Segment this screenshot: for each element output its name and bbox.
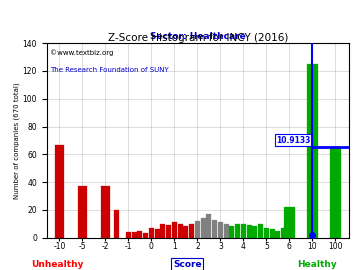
Bar [212,220,217,238]
Bar [126,232,131,238]
Title: Z-Score Histogram for INCY (2016): Z-Score Histogram for INCY (2016) [108,33,288,43]
Bar [101,186,110,238]
Bar [201,218,206,238]
Bar [132,232,137,238]
Bar [247,225,252,238]
Bar [138,231,143,238]
Bar [252,227,257,238]
Bar [155,229,160,238]
Text: Score: Score [173,260,202,269]
Bar [224,224,229,238]
Bar [149,228,154,238]
Bar [78,186,87,238]
Bar [281,228,286,238]
Bar [161,224,166,238]
Y-axis label: Number of companies (670 total): Number of companies (670 total) [13,82,20,199]
Text: Sector: Healthcare: Sector: Healthcare [150,32,246,41]
Bar [183,227,188,238]
Bar [114,210,120,238]
Text: The Research Foundation of SUNY: The Research Foundation of SUNY [50,66,168,73]
Bar [270,229,275,238]
Bar [166,225,171,238]
Bar [195,221,200,238]
Text: Unhealthy: Unhealthy [31,260,84,269]
Bar [143,234,148,238]
Bar [206,214,211,238]
Bar [284,207,295,238]
Bar [229,227,234,238]
Bar [55,144,64,238]
Bar [218,222,223,238]
Text: Healthy: Healthy [297,260,337,269]
Bar [264,228,269,238]
Bar [189,224,194,238]
Bar [235,224,240,238]
Bar [177,224,183,238]
Bar [275,231,280,238]
Text: 10.9133: 10.9133 [276,136,311,144]
Bar [241,224,246,238]
Bar [172,222,177,238]
Bar [258,224,263,238]
Text: ©www.textbiz.org: ©www.textbiz.org [50,49,113,56]
Bar [330,147,341,238]
Bar [307,64,318,238]
